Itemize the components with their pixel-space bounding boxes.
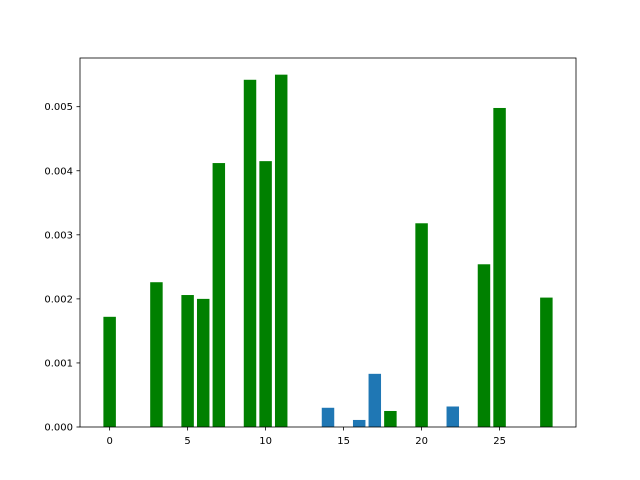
bar-11 [274,74,288,427]
bar-22 [446,406,460,427]
bar-18 [384,410,397,427]
bar-7 [212,163,226,427]
axes-layer: 0 5 10 15 20 25 0.000 0.001 0.002 0.003 0.004 0.005 [44,57,577,447]
bar-17 [368,373,382,427]
x-tick-label: 0 [106,436,112,447]
bar-14 [321,407,335,427]
x-tick-label: 5 [184,436,190,447]
bar-24 [477,264,491,427]
bar-6 [196,298,210,428]
x-tick-label: 25 [493,436,506,447]
y-tick-label: 0.001 [44,358,73,369]
bar-16 [352,419,366,427]
bar-25 [493,107,506,427]
y-tick-label: 0.004 [44,166,73,177]
plot-frame [79,57,577,428]
bar-5 [181,295,194,427]
bar-20 [415,223,428,427]
x-tick-label: 10 [259,436,272,447]
y-tick-label: 0.000 [44,423,73,434]
bar-3 [150,282,163,427]
bar-0 [103,316,116,427]
y-tick-label: 0.002 [44,294,73,305]
x-tick-label: 15 [337,436,350,447]
bar-28 [540,297,553,427]
y-tick-label: 0.005 [44,102,73,113]
bars-layer [103,74,553,428]
y-tick-label: 0.003 [44,230,73,241]
bar-10 [259,161,272,427]
bar-9 [243,79,257,427]
x-tick-label: 20 [415,436,428,447]
